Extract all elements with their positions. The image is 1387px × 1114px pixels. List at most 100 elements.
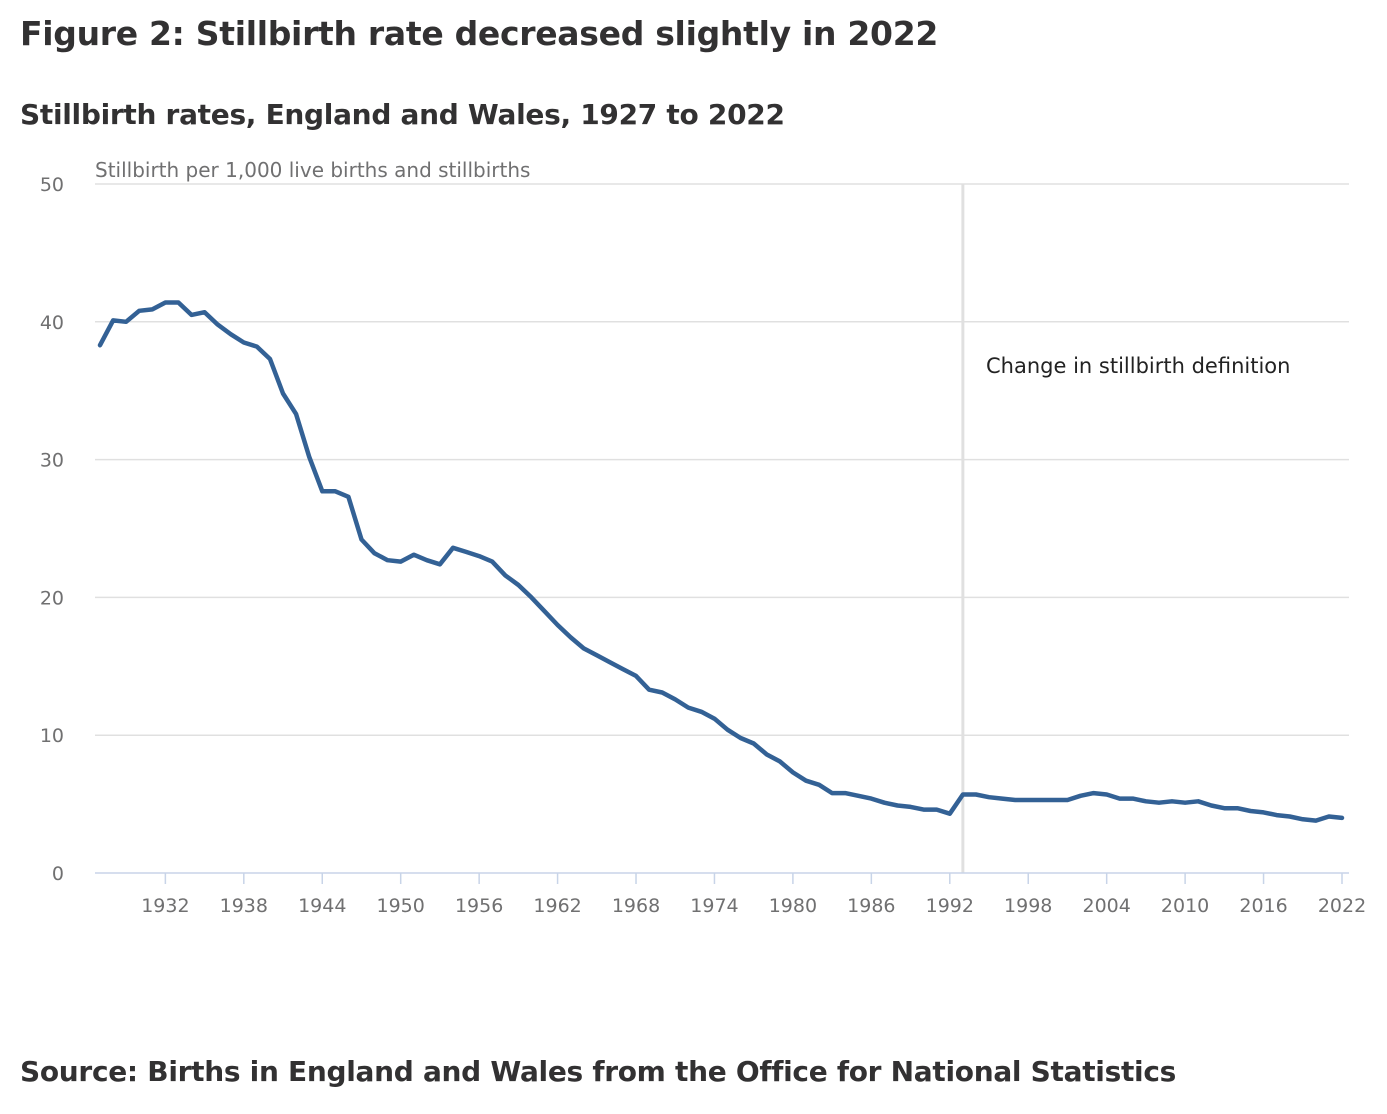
data-point <box>712 717 716 721</box>
x-tick-label: 2004 <box>1082 895 1130 917</box>
data-point <box>699 710 703 714</box>
data-point <box>229 332 233 336</box>
data-point <box>621 667 625 671</box>
data-point <box>464 550 468 554</box>
line-chart: Stillbirth per 1,000 live births and sti… <box>40 158 1366 917</box>
data-point <box>791 770 795 774</box>
data-point <box>425 558 429 562</box>
x-tick-label: 1944 <box>298 895 346 917</box>
data-point <box>281 391 285 395</box>
y-tick-label: 0 <box>52 863 64 885</box>
x-tick-label: 2022 <box>1318 895 1366 917</box>
data-point <box>307 455 311 459</box>
data-point <box>1196 799 1200 803</box>
data-point <box>1301 817 1305 821</box>
data-point <box>477 554 481 558</box>
data-point <box>1065 798 1069 802</box>
data-point <box>843 791 847 795</box>
data-point <box>1275 813 1279 817</box>
data-point <box>359 538 363 542</box>
data-point <box>595 653 599 657</box>
data-point <box>98 343 102 347</box>
data-point <box>974 792 978 796</box>
data-point <box>294 412 298 416</box>
data-point <box>1262 810 1266 814</box>
data-point <box>320 489 324 493</box>
data-point <box>1170 799 1174 803</box>
data-point <box>1039 798 1043 802</box>
data-point <box>1000 797 1004 801</box>
data-point <box>882 801 886 805</box>
data-point <box>569 635 573 639</box>
data-point <box>922 808 926 812</box>
x-tick-label: 2016 <box>1239 895 1287 917</box>
data-point <box>1131 797 1135 801</box>
data-point <box>739 736 743 740</box>
data-point <box>961 792 965 796</box>
data-point <box>765 752 769 756</box>
data-point <box>556 623 560 627</box>
data-point <box>817 783 821 787</box>
data-point <box>1327 815 1331 819</box>
data-point <box>1157 801 1161 805</box>
y-tick-label: 40 <box>40 312 64 334</box>
x-tick-label: 1938 <box>220 895 268 917</box>
data-point <box>830 791 834 795</box>
data-point <box>856 794 860 798</box>
figure-title: Figure 2: Stillbirth rate decreased slig… <box>20 14 939 53</box>
data-point <box>543 609 547 613</box>
data-point <box>216 323 220 327</box>
data-point <box>1105 792 1109 796</box>
data-point <box>1288 815 1292 819</box>
data-point <box>608 660 612 664</box>
y-tick-label: 10 <box>40 725 64 747</box>
data-point <box>1026 798 1030 802</box>
data-point <box>1340 816 1344 820</box>
data-point <box>242 340 246 344</box>
x-tick-label: 1986 <box>847 895 895 917</box>
data-point <box>1248 809 1252 813</box>
x-tick-label: 1956 <box>455 895 503 917</box>
x-tick-label: 1932 <box>141 895 189 917</box>
x-tick-label: 1980 <box>769 895 817 917</box>
annotation-label: Change in stillbirth definition <box>986 354 1290 378</box>
data-point <box>124 320 128 324</box>
data-point <box>1118 797 1122 801</box>
x-tick-label: 2010 <box>1161 895 1209 917</box>
x-tick-label: 1992 <box>926 895 974 917</box>
data-point <box>1013 798 1017 802</box>
data-point <box>895 803 899 807</box>
data-point <box>987 795 991 799</box>
data-point <box>647 688 651 692</box>
data-point <box>1079 794 1083 798</box>
data-point <box>346 495 350 499</box>
source-note: Source: Births in England and Wales from… <box>20 1055 1177 1088</box>
y-tick-label: 20 <box>40 587 64 609</box>
x-tick-label: 1968 <box>612 895 660 917</box>
x-tick-label: 1974 <box>690 895 738 917</box>
data-point <box>190 313 194 317</box>
x-tick-label: 1950 <box>377 895 425 917</box>
data-point <box>503 573 507 577</box>
data-point <box>333 489 337 493</box>
data-point <box>660 690 664 694</box>
data-point <box>490 560 494 564</box>
data-point <box>869 797 873 801</box>
data-point <box>1144 799 1148 803</box>
data-point <box>1235 806 1239 810</box>
data-point <box>1209 803 1213 807</box>
data-point <box>1092 791 1096 795</box>
data-point <box>386 558 390 562</box>
data-point <box>1183 801 1187 805</box>
data-point <box>582 646 586 650</box>
data-point <box>673 697 677 701</box>
data-point <box>412 553 416 557</box>
data-point <box>1222 806 1226 810</box>
y-tick-label: 50 <box>40 174 64 196</box>
data-point <box>438 562 442 566</box>
data-point <box>778 759 782 763</box>
data-point <box>399 560 403 564</box>
data-point <box>516 583 520 587</box>
data-point <box>935 808 939 812</box>
data-point <box>948 812 952 816</box>
